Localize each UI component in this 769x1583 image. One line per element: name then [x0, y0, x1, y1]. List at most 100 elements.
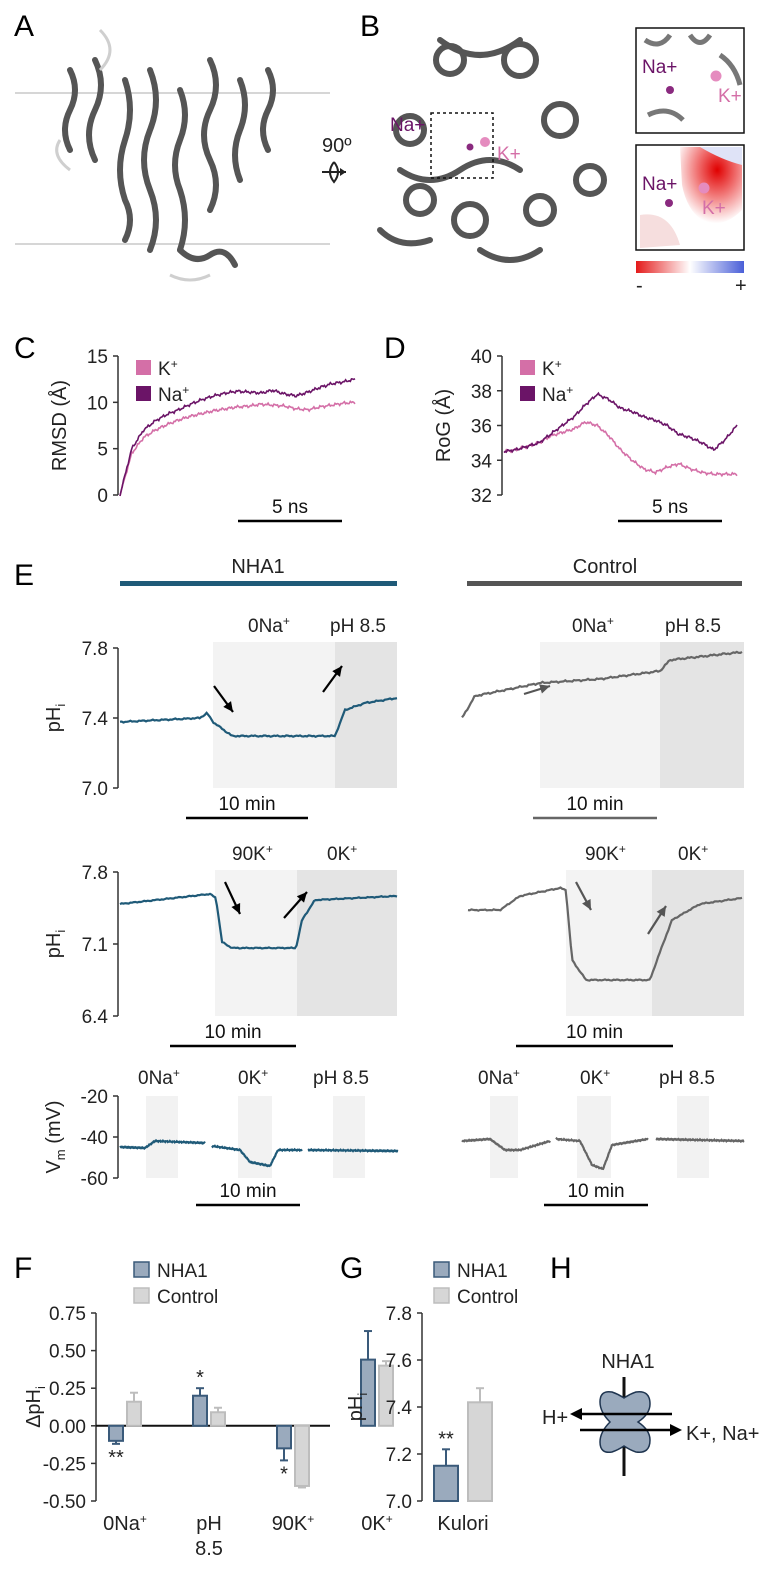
bar-nha1 [433, 1464, 459, 1502]
colorbar-plus: + [735, 275, 747, 297]
y-tick-label: -60 [81, 1169, 108, 1190]
category-label: Kulori [437, 1513, 488, 1535]
y-tick-label: 10 [87, 393, 108, 414]
category-label: 0K+ [361, 1512, 392, 1535]
category-label: 8.5 [195, 1538, 223, 1560]
e-arrow-up-control-head [656, 906, 666, 917]
category-label: 90K+ [272, 1512, 315, 1535]
significance-mark: ** [438, 1428, 454, 1450]
control-trace-row3b [555, 1136, 649, 1171]
nha1-trace-row3b [211, 1144, 303, 1168]
y-tick-label: -0.25 [43, 1454, 86, 1475]
legend-label: Na+ [542, 383, 573, 406]
condition-shade [146, 1096, 178, 1178]
e-nha1-bar [120, 581, 397, 586]
condition-shade [213, 642, 335, 788]
control-trace-row3c [655, 1137, 745, 1144]
y-tick-label: 0.00 [49, 1417, 86, 1438]
legend-swatch [136, 360, 151, 375]
legend-label: Control [157, 1287, 218, 1308]
bar-nha1 [276, 1424, 292, 1450]
panel-f-bar-chart: 0.75 0.50 0.25 0.00 -0.25 -0.50 ΔpHi ** 0Na+ * pH 8… [23, 1261, 394, 1560]
legend-swatch [133, 1287, 150, 1304]
y-tick-label: 7.2 [386, 1445, 412, 1466]
y-tick-label: 7.4 [82, 709, 109, 730]
nha1-trace-row1 [119, 697, 398, 739]
panel-a-structure: 90º [15, 28, 352, 282]
legend-label: NHA1 [157, 1261, 208, 1282]
legend-label: Na+ [158, 383, 189, 406]
y-tick-label: 7.0 [82, 779, 108, 800]
b-k-label: K+ [497, 144, 521, 165]
panel-d-rog-plot: 40 38 36 34 32 RoG (Å) K+ Na+ 5 ns [432, 347, 738, 523]
panel-label-g: G [340, 1252, 363, 1285]
legend-swatch [133, 1261, 150, 1278]
y-tick-label: 0.50 [49, 1342, 86, 1363]
legend-label: K+ [542, 357, 562, 380]
panel-label-b: B [360, 10, 380, 43]
control-trace-row2 [467, 886, 743, 982]
e-row2-cond1-nha1: 90K+ [232, 842, 273, 865]
y-tick-label: 34 [471, 451, 493, 472]
y-tick-label: -40 [81, 1128, 108, 1149]
condition-shade [660, 642, 744, 788]
scale-bar-label: 5 ns [272, 497, 308, 518]
e-row3-cond3-control: pH 8.5 [659, 1068, 715, 1089]
protein-ribbon [62, 57, 276, 268]
bar-control [467, 1401, 493, 1503]
legend-swatch [433, 1261, 450, 1278]
e-group-control: Control [573, 556, 637, 578]
nha1-trace-row3a [119, 1138, 206, 1151]
condition-shade [677, 1096, 709, 1178]
rotation-icon [322, 161, 346, 184]
bar-nha1 [108, 1424, 124, 1442]
y-tick-label: 0.25 [49, 1379, 86, 1400]
y-tick-label: 7.6 [386, 1351, 412, 1372]
bar-control [294, 1424, 310, 1487]
k-ion-marker [480, 137, 490, 147]
y-tick-label: 7.8 [386, 1304, 412, 1325]
e-arrow-control-head [539, 684, 550, 694]
panel-b-structure: Na+ K+ Na+ K+ [377, 27, 747, 297]
y-axis-label: RMSD (Å) [48, 380, 71, 471]
e-row1-cond1-control: 0Na+ [572, 614, 614, 637]
bar-control [210, 1411, 226, 1427]
control-trace-row3a [461, 1137, 551, 1153]
y-tick-label: 7.1 [82, 935, 108, 956]
y-tick-label: 6.4 [82, 1007, 109, 1028]
scale-bar-label: 10 min [566, 1022, 623, 1043]
y-axis-label: ΔpHi [23, 1386, 48, 1428]
e-row3-cond1-nha1: 0Na+ [138, 1066, 180, 1089]
condition-shade [297, 870, 397, 1016]
y-tick-label: 38 [471, 382, 492, 403]
scale-bar-label: 10 min [566, 794, 623, 815]
e-row1-cond1-nha1: 0Na+ [248, 614, 290, 637]
bar-nha1 [192, 1394, 208, 1427]
y-tick-label: -20 [81, 1087, 108, 1108]
panel-e-group-headers: NHA1 Control [120, 556, 742, 586]
legend-swatch [520, 386, 535, 401]
condition-shade [540, 642, 660, 788]
transporter-icon [599, 1390, 651, 1454]
y-tick-label: 0.75 [49, 1304, 86, 1325]
inset2-k-label: K+ [702, 198, 726, 219]
legend-swatch [136, 386, 151, 401]
e-control-bar [467, 581, 742, 586]
e-arrow-up-head [296, 892, 307, 903]
legend-swatch [433, 1287, 450, 1304]
series-line-na [119, 378, 356, 497]
panel-label-h: H [550, 1252, 572, 1285]
na-ion-marker [466, 143, 474, 151]
e-row2-cond2-control: 0K+ [678, 842, 708, 865]
condition-shade [215, 870, 297, 1016]
condition-shade [333, 1096, 365, 1178]
e-row3-cond2-control: 0K+ [580, 1066, 610, 1089]
e-arrow-down-control-head [582, 899, 591, 910]
potential-colorbar [636, 261, 744, 273]
condition-shade [566, 870, 652, 1016]
condition-shade [652, 870, 744, 1016]
inset2-na-label: Na+ [642, 174, 677, 195]
y-tick-label: 36 [471, 417, 492, 438]
scale-bar-label: 5 ns [652, 497, 688, 518]
